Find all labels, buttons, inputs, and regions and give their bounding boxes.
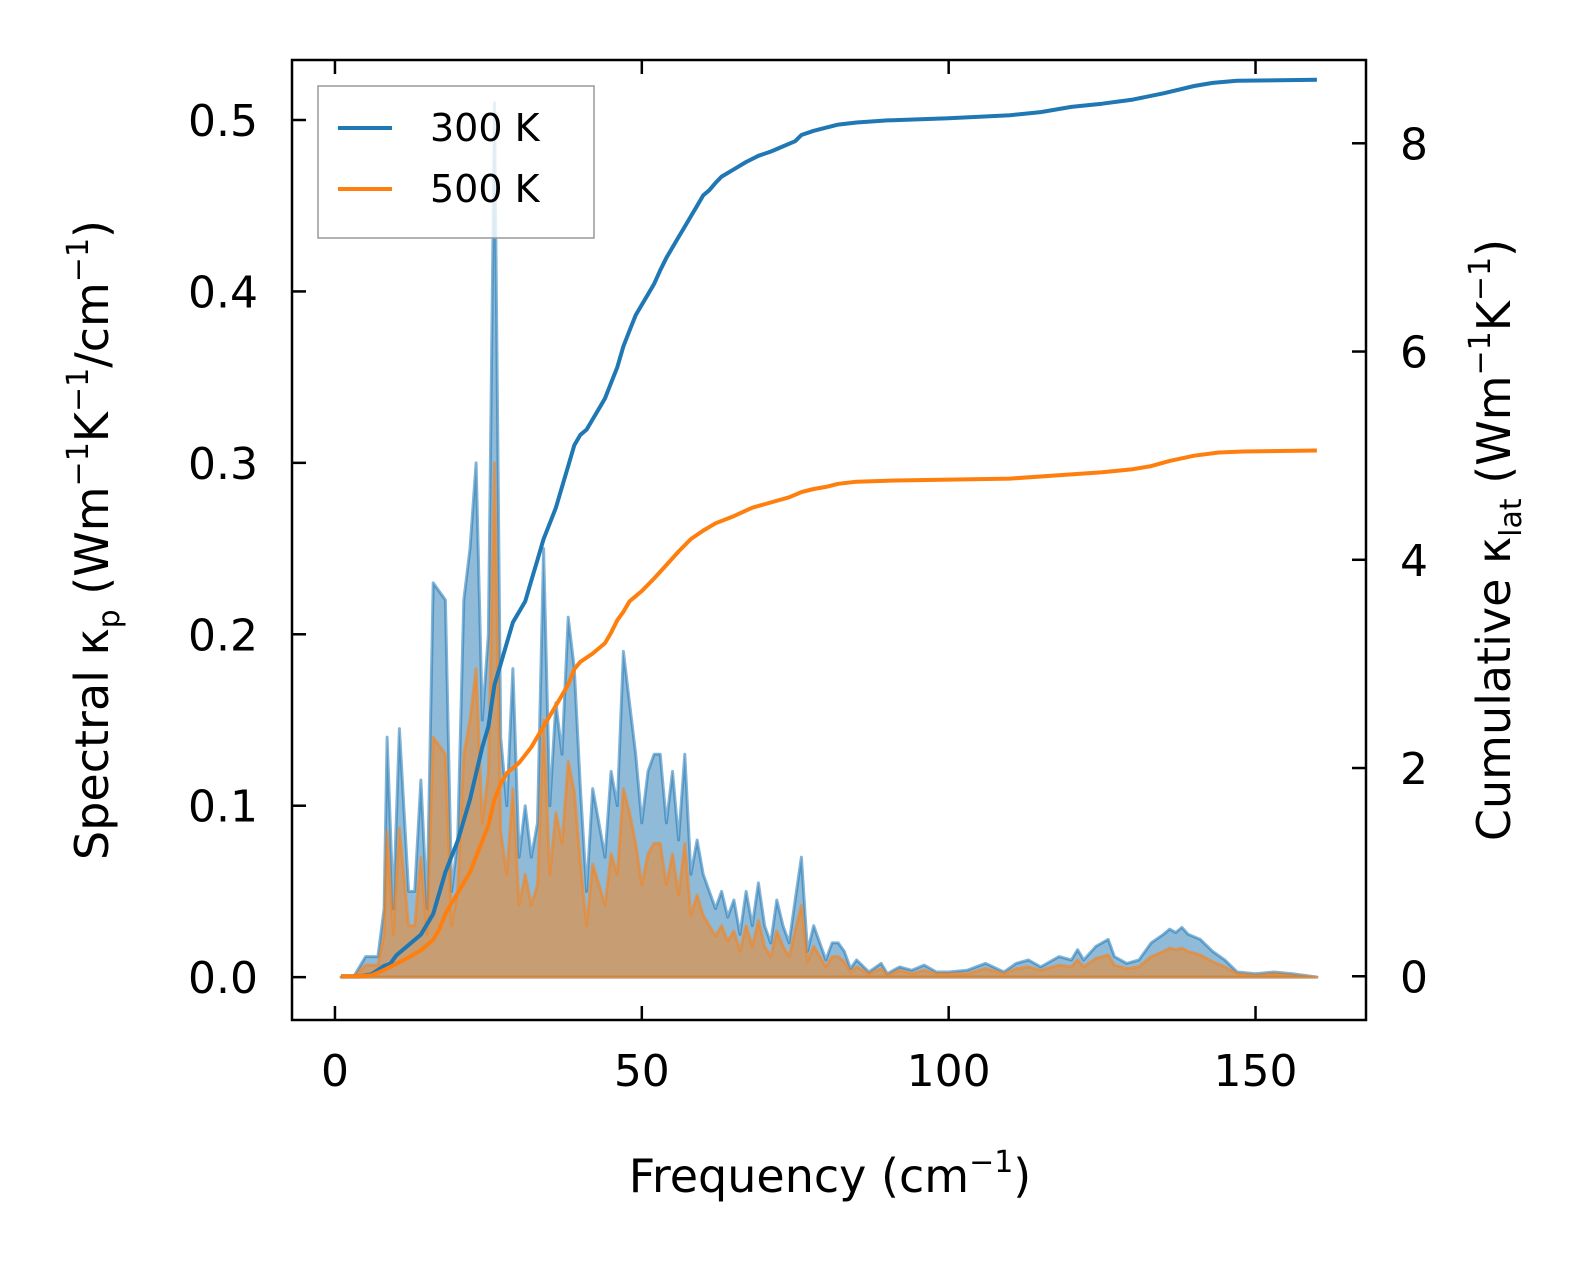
x-tick-label: 50 — [614, 1046, 670, 1097]
y-tick-label-left: 0.4 — [188, 267, 258, 318]
y-tick-label-left: 0.0 — [188, 953, 258, 1004]
y-tick-label-right: 6 — [1400, 328, 1428, 379]
x-axis-title: Frequency (cm−1) — [629, 1145, 1032, 1203]
y-tick-label-right: 2 — [1400, 744, 1428, 795]
legend-box — [317, 85, 595, 239]
y-axis-left-title: Spectral κp (Wm−1K−1/cm−1) — [61, 220, 127, 860]
cumulative-line-300k — [341, 77, 1317, 979]
tick-layer — [292, 60, 1366, 1020]
legend-label-300k: 300 K — [430, 106, 541, 150]
cumulative-line-500k — [341, 448, 1317, 979]
y-tick-label-right: 4 — [1400, 536, 1428, 587]
y-tick-label-left: 0.1 — [188, 782, 258, 833]
y-tick-label-left: 0.3 — [188, 439, 258, 490]
x-tick-label: 0 — [321, 1046, 349, 1097]
tick-label-layer: 0 50 100 150 0.0 0.1 0.2 0.3 0.4 0.5 0 2 4 6 8 — [188, 96, 1428, 1097]
y-tick-label-right: 0 — [1400, 952, 1428, 1003]
y-tick-label-right: 8 — [1400, 119, 1428, 170]
y-tick-label-left: 0.5 — [188, 96, 258, 147]
x-tick-label: 100 — [907, 1046, 991, 1097]
line-layer — [341, 77, 1317, 979]
legend-label-500k: 500 K — [430, 167, 541, 211]
y-tick-label-left: 0.2 — [188, 610, 258, 661]
x-tick-label: 150 — [1214, 1046, 1298, 1097]
plot-frame — [290, 58, 1368, 1022]
y-axis-right-title: Cumulative κlat (Wm−1K−1) — [1463, 239, 1529, 841]
legend: 300 K 500 K — [317, 85, 595, 239]
